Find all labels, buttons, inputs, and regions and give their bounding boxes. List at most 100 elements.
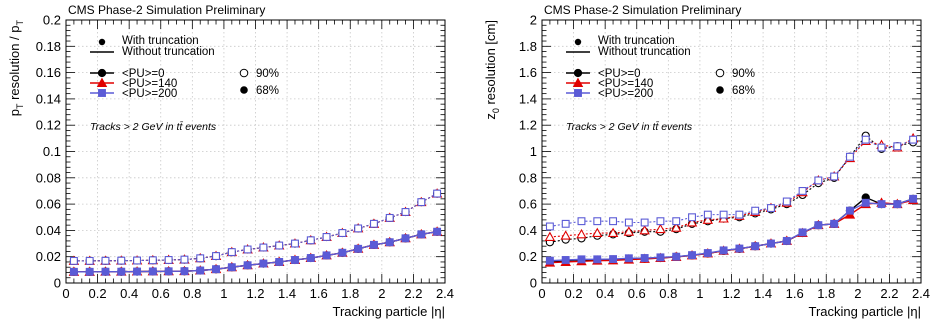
y-tick-label: 0	[530, 276, 537, 291]
data-point	[101, 267, 110, 276]
data-point	[640, 254, 649, 262]
data-point	[117, 267, 126, 276]
annotation-text: Tracks > 2 GeV in tt̄ events	[566, 121, 693, 133]
data-point	[830, 219, 839, 228]
x-tick-label: 1.6	[786, 286, 804, 301]
legend-label-without-truncation: Without truncation	[598, 46, 691, 58]
data-point	[861, 198, 870, 207]
y-tick-label: 0.16	[36, 65, 61, 80]
y-tick-label: 1.6	[519, 65, 537, 80]
legend-marker-pu140	[96, 77, 108, 87]
data-point	[593, 217, 602, 226]
x-tick-label: 2.4	[436, 286, 454, 301]
data-point	[545, 222, 554, 231]
data-point	[877, 143, 886, 152]
data-point	[275, 258, 284, 266]
data-point	[782, 197, 791, 206]
data-point	[798, 228, 807, 237]
data-point	[369, 219, 378, 228]
series-line-pu0-68	[73, 231, 438, 273]
legend-label-with-truncation: With truncation	[598, 35, 675, 47]
legend-marker-68	[240, 86, 248, 94]
legend-label-68: 68%	[732, 85, 755, 97]
legend-label-pu0: <PU>=0	[598, 68, 641, 80]
data-point	[767, 239, 775, 248]
legend-label-with-truncation: With truncation	[122, 35, 199, 47]
data-point	[719, 210, 728, 219]
data-point	[212, 265, 220, 274]
x-tick-label: 0.6	[152, 286, 170, 301]
legend-label-pu200: <PU>=200	[598, 88, 653, 100]
data-point	[719, 246, 728, 255]
y-tick-label: 1.2	[519, 118, 537, 133]
data-point	[609, 217, 618, 226]
data-point	[322, 233, 331, 241]
data-point	[196, 254, 205, 263]
data-point	[338, 248, 347, 257]
y-tick-label: 1.4	[519, 91, 537, 106]
x-tick-label: 1.2	[246, 286, 264, 301]
data-point	[688, 213, 696, 222]
data-point	[624, 218, 633, 227]
x-tick-label: 0.8	[183, 286, 201, 301]
data-point	[702, 214, 714, 224]
data-point	[672, 217, 681, 226]
legend-marker-pu140	[572, 77, 584, 87]
data-point	[117, 256, 126, 265]
series-line-pu0-90	[73, 193, 438, 262]
series-line-pu140-90	[73, 193, 438, 262]
data-point	[338, 229, 347, 237]
data-point	[243, 245, 252, 254]
data-point	[196, 266, 205, 275]
x-axis-label: Tracking particle |η|	[333, 304, 445, 319]
data-point	[655, 223, 666, 234]
data-point	[735, 244, 744, 253]
figure-header: CMS Phase-2 Simulation Preliminary	[68, 3, 265, 17]
data-point	[893, 200, 902, 209]
data-point	[164, 256, 173, 264]
data-point	[861, 135, 870, 144]
y-tick-label: 0.4	[519, 223, 537, 238]
data-point	[909, 135, 918, 144]
data-point	[609, 255, 618, 264]
series	[544, 131, 919, 267]
data-point	[354, 244, 363, 253]
y-tick-label: 1.8	[519, 39, 537, 54]
data-point	[259, 259, 268, 268]
data-point	[845, 152, 854, 161]
x-axis-label: Tracking particle |η|	[809, 304, 921, 319]
data-point	[385, 213, 394, 222]
x-tick-label: 1	[220, 286, 227, 301]
data-point	[433, 227, 442, 236]
data-point	[306, 236, 315, 245]
annotation-text: Tracks > 2 GeV in tt̄ events	[90, 121, 217, 133]
legend-marker-pu0	[97, 68, 107, 78]
data-point	[656, 253, 665, 262]
legend-label-68: 68%	[256, 85, 279, 97]
legend-marker-with-truncation	[574, 38, 582, 46]
legend-label-pu200: <PU>=200	[122, 88, 177, 100]
data-point	[672, 252, 681, 261]
legend-marker-pu200	[574, 89, 582, 97]
data-point	[369, 240, 378, 249]
legend-label-without-truncation: Without truncation	[122, 46, 215, 58]
data-point	[133, 267, 142, 276]
x-tick-label: 2.2	[404, 286, 422, 301]
legend-marker-68	[716, 86, 724, 94]
data-point	[180, 267, 189, 276]
data-point	[703, 210, 712, 219]
legend-label-pu0: <PU>=0	[122, 68, 165, 80]
data-point	[607, 227, 619, 238]
data-point	[798, 187, 807, 195]
legend-label-pu140: <PU>=140	[598, 78, 653, 90]
y-tick-label: 0.14	[36, 91, 61, 106]
data-point	[133, 256, 142, 265]
data-point	[322, 251, 331, 260]
data-point	[845, 206, 854, 215]
data-point	[306, 254, 315, 262]
data-point	[592, 227, 603, 238]
data-point	[212, 252, 220, 260]
x-tick-label: 2	[378, 286, 385, 301]
